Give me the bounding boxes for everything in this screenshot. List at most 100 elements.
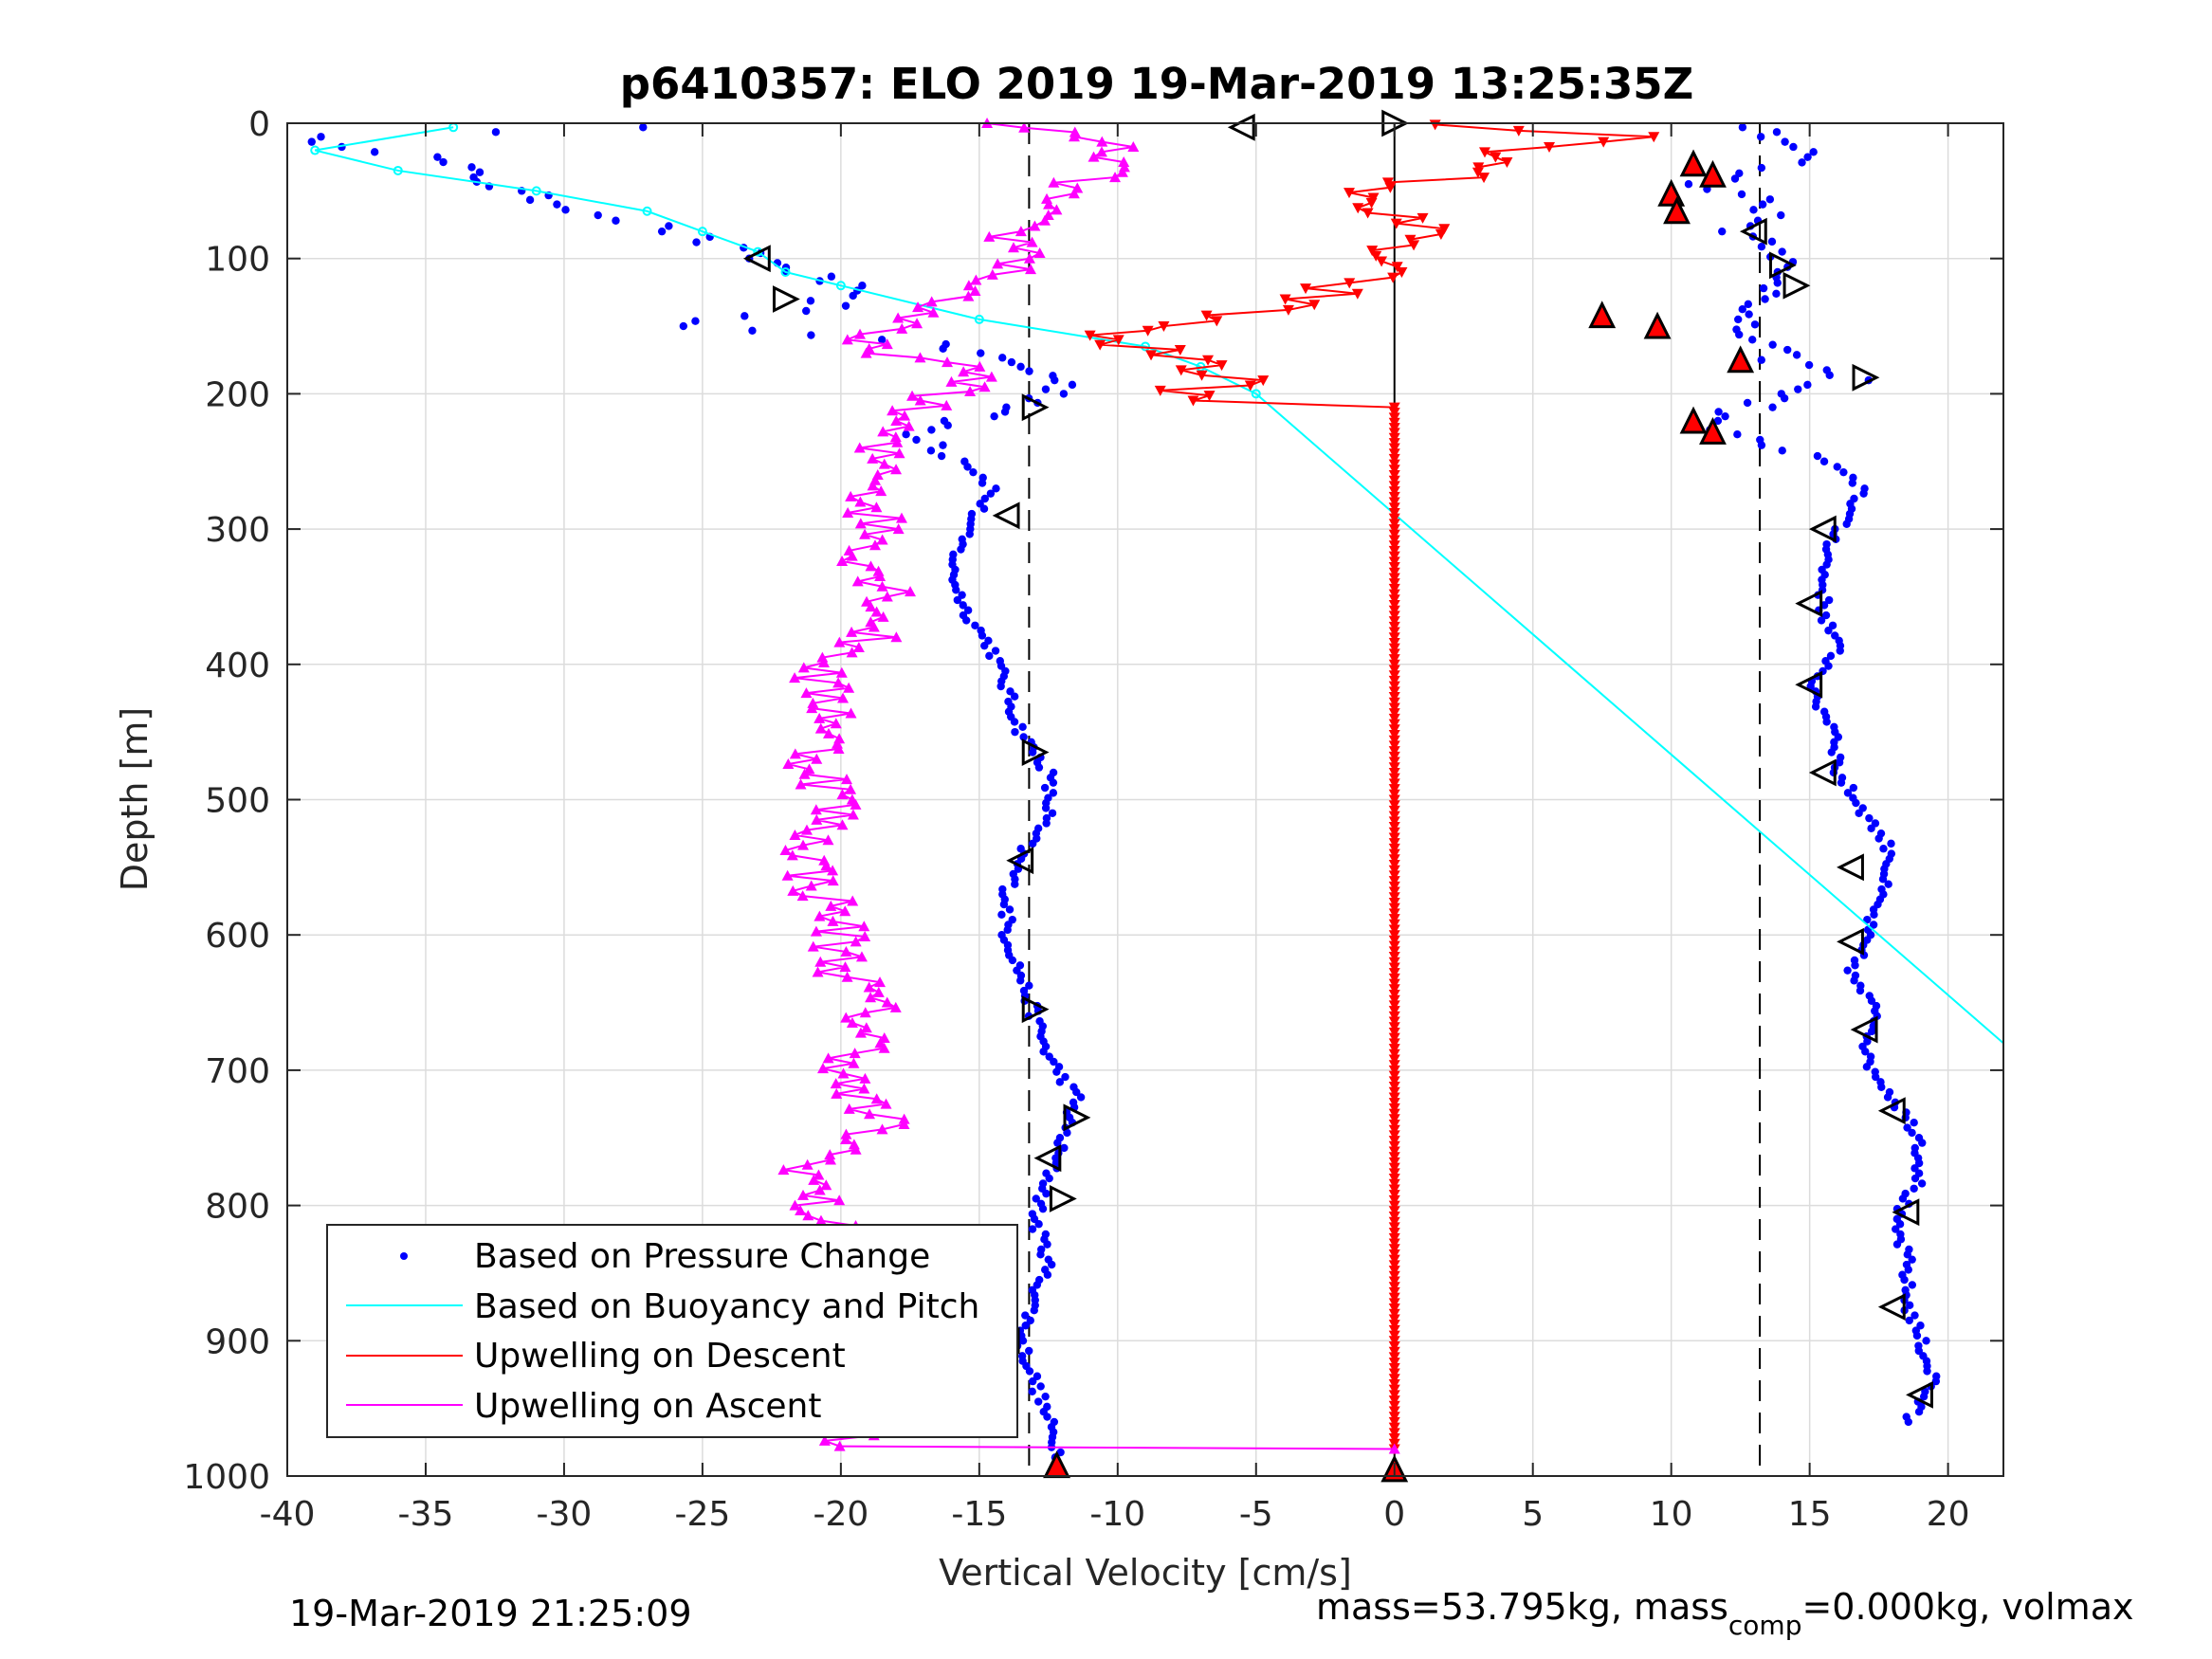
pressure-change-point bbox=[1028, 1225, 1037, 1233]
x-tick-label: -10 bbox=[1089, 1495, 1145, 1534]
upwelling-descent-marker bbox=[1196, 370, 1208, 381]
upwelling-descent-marker bbox=[1388, 1190, 1400, 1201]
pressure-change-point bbox=[665, 222, 673, 230]
pressure-change-point bbox=[1859, 489, 1868, 498]
upwelling-ascent-marker bbox=[1096, 136, 1108, 147]
upwelling-descent-marker bbox=[1388, 843, 1400, 854]
pressure-change-point bbox=[1060, 1143, 1069, 1153]
open-triangle-marker bbox=[772, 285, 800, 313]
pressure-change-point bbox=[1869, 921, 1878, 929]
open-triangle-marker bbox=[1782, 271, 1811, 300]
upwelling-descent-marker bbox=[1388, 1194, 1400, 1206]
upwelling-descent-marker bbox=[1388, 962, 1400, 974]
upwelling-descent-marker bbox=[1388, 924, 1400, 936]
open-triangle-marker bbox=[1808, 515, 1837, 543]
pressure-change-point bbox=[1768, 403, 1777, 411]
pressure-change-point bbox=[943, 421, 952, 429]
upwelling-ascent-marker bbox=[843, 1103, 855, 1114]
pressure-change-point bbox=[1025, 981, 1033, 990]
upwelling-descent-marker bbox=[1388, 1060, 1400, 1071]
upwelling-descent-marker bbox=[1388, 1124, 1400, 1136]
upwelling-ascent-marker bbox=[848, 1057, 860, 1068]
pressure-change-point bbox=[1824, 662, 1833, 670]
pressure-change-point bbox=[963, 463, 972, 471]
pressure-change-point bbox=[1714, 408, 1723, 416]
pressure-change-point bbox=[1827, 748, 1836, 757]
pressure-change-point bbox=[1822, 718, 1831, 726]
pressure-change-point bbox=[1029, 1376, 1037, 1386]
upwelling-ascent-marker bbox=[877, 611, 889, 622]
upwelling-descent-marker bbox=[1388, 978, 1400, 990]
pressure-change-point bbox=[1039, 1048, 1048, 1056]
upwelling-ascent-marker bbox=[842, 506, 854, 518]
upwelling-descent-marker bbox=[1388, 1054, 1400, 1066]
upwelling-ascent-marker bbox=[891, 436, 904, 447]
pressure-change-point bbox=[1892, 1240, 1902, 1249]
upwelling-descent-marker bbox=[1388, 1086, 1400, 1098]
pressure-change-point bbox=[1059, 390, 1069, 398]
pressure-change-point bbox=[1750, 320, 1760, 329]
upwelling-descent-marker bbox=[1362, 208, 1374, 219]
upwelling-ascent-marker bbox=[805, 880, 817, 891]
upwelling-descent-marker bbox=[1142, 325, 1154, 337]
upwelling-descent-marker bbox=[1388, 1098, 1400, 1109]
upwelling-descent-marker bbox=[1388, 1146, 1400, 1158]
upwelling-descent-marker bbox=[1388, 1119, 1400, 1130]
upwelling-ascent-marker bbox=[849, 1048, 861, 1059]
upwelling-descent-marker bbox=[1388, 1184, 1400, 1195]
upwelling-descent-marker bbox=[1203, 391, 1216, 402]
pressure-change-point bbox=[1072, 1087, 1081, 1097]
upwelling-descent-marker bbox=[1388, 876, 1400, 887]
upwelling-ascent-marker bbox=[1116, 166, 1128, 177]
upwelling-ascent-marker bbox=[840, 1012, 852, 1023]
upwelling-ascent-marker bbox=[789, 829, 801, 840]
upwelling-descent-marker bbox=[1388, 1266, 1400, 1277]
upwelling-ascent-marker bbox=[1026, 236, 1038, 247]
upwelling-descent-marker bbox=[1388, 914, 1400, 925]
upwelling-descent-marker bbox=[1388, 1341, 1400, 1353]
pressure-change-point bbox=[1063, 1128, 1071, 1138]
upwelling-ascent-marker bbox=[840, 946, 852, 957]
upwelling-ascent-marker bbox=[859, 1072, 871, 1084]
pressure-change-point bbox=[1778, 447, 1786, 455]
y-axis-label: Depth [m] bbox=[114, 707, 155, 892]
pressure-change-point bbox=[952, 586, 960, 594]
pressure-change-point bbox=[1811, 702, 1820, 711]
upwelling-ascent-marker bbox=[974, 360, 986, 372]
y-tick-label: 500 bbox=[205, 782, 270, 821]
pressure-change-point bbox=[1879, 845, 1888, 853]
upwelling-descent-marker bbox=[1388, 1324, 1400, 1336]
upwelling-ascent-marker bbox=[855, 951, 868, 962]
upwelling-descent-marker bbox=[1388, 1368, 1400, 1379]
upwelling-ascent-marker bbox=[969, 284, 981, 296]
pressure-change-point bbox=[991, 647, 1000, 655]
upwelling-descent-marker bbox=[1388, 535, 1400, 546]
pressure-change-point bbox=[1862, 1063, 1872, 1071]
upwelling-ascent-marker bbox=[833, 1194, 846, 1206]
pressure-change-point bbox=[1748, 336, 1757, 344]
pressure-change-point bbox=[1053, 1139, 1062, 1147]
pressure-change-point bbox=[1048, 809, 1057, 817]
pressure-change-point bbox=[1794, 385, 1802, 393]
upwelling-descent-marker bbox=[1388, 470, 1400, 482]
upwelling-descent-marker bbox=[1388, 746, 1400, 757]
upwelling-descent-marker bbox=[1388, 892, 1400, 903]
upwelling-descent-marker bbox=[1388, 540, 1400, 552]
upwelling-descent-marker bbox=[1388, 1200, 1400, 1212]
upwelling-ascent-marker bbox=[1069, 126, 1081, 137]
upwelling-descent-marker bbox=[1388, 1140, 1400, 1152]
pressure-change-point bbox=[1025, 367, 1033, 375]
pressure-change-point bbox=[980, 494, 989, 503]
pressure-change-point bbox=[1855, 809, 1863, 817]
upwelling-ascent-marker bbox=[865, 560, 877, 572]
upwelling-descent-marker bbox=[1388, 1298, 1400, 1309]
pressure-change-point bbox=[1034, 1220, 1043, 1229]
pressure-change-point bbox=[1055, 1078, 1065, 1086]
y-tick-label: 100 bbox=[205, 241, 270, 280]
upwelling-descent-marker bbox=[1388, 507, 1400, 519]
x-tick-label: -35 bbox=[398, 1495, 454, 1534]
pressure-change-point bbox=[1713, 416, 1723, 426]
pressure-change-point bbox=[1041, 385, 1051, 393]
upwelling-descent-marker bbox=[1388, 519, 1400, 530]
upwelling-descent-marker bbox=[1408, 240, 1420, 251]
